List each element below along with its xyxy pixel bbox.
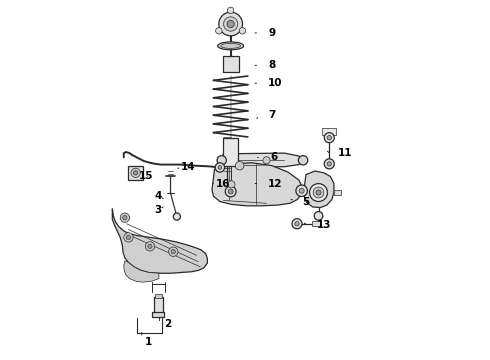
Bar (334, 190, 341, 195)
Circle shape (219, 12, 243, 36)
Polygon shape (220, 153, 303, 167)
Circle shape (292, 219, 302, 229)
Bar (155, 294, 162, 298)
Text: 8: 8 (269, 60, 275, 70)
Text: 4: 4 (155, 191, 162, 201)
Circle shape (227, 21, 234, 28)
Bar (128, 166, 143, 180)
Circle shape (316, 190, 321, 195)
Circle shape (227, 7, 234, 14)
Circle shape (173, 213, 180, 220)
Text: 5: 5 (302, 197, 310, 207)
Circle shape (169, 247, 178, 256)
Circle shape (228, 189, 233, 194)
Text: 15: 15 (139, 171, 154, 181)
Text: 6: 6 (270, 152, 277, 162)
Circle shape (296, 185, 307, 197)
Circle shape (124, 233, 133, 242)
Circle shape (131, 168, 140, 177)
Circle shape (146, 242, 155, 251)
Circle shape (324, 159, 334, 169)
Polygon shape (212, 163, 302, 206)
Bar (152, 312, 164, 317)
Circle shape (218, 166, 221, 169)
Circle shape (313, 187, 324, 198)
Circle shape (295, 222, 299, 226)
Ellipse shape (221, 43, 241, 48)
Bar (313, 221, 319, 226)
Circle shape (126, 235, 131, 239)
Circle shape (223, 17, 238, 31)
Polygon shape (112, 209, 207, 273)
Bar (223, 138, 238, 166)
Circle shape (215, 163, 224, 172)
Circle shape (225, 186, 236, 197)
Text: 10: 10 (269, 78, 283, 88)
Text: 16: 16 (216, 179, 231, 189)
Circle shape (310, 184, 327, 202)
Circle shape (327, 162, 331, 166)
Text: 7: 7 (269, 111, 276, 121)
Circle shape (133, 171, 138, 175)
Circle shape (298, 156, 308, 165)
Text: 3: 3 (155, 206, 162, 216)
Text: 14: 14 (180, 162, 195, 172)
Text: 13: 13 (317, 220, 331, 230)
Text: 11: 11 (338, 148, 353, 158)
Text: 2: 2 (164, 319, 171, 329)
Circle shape (235, 161, 244, 170)
Polygon shape (124, 261, 159, 282)
Circle shape (299, 188, 304, 193)
Circle shape (217, 156, 226, 165)
Circle shape (327, 135, 331, 140)
Circle shape (228, 181, 235, 188)
Bar (154, 297, 163, 314)
Polygon shape (304, 171, 334, 208)
Circle shape (120, 213, 129, 222)
Circle shape (148, 244, 152, 248)
Circle shape (324, 133, 334, 143)
Circle shape (122, 216, 127, 220)
Text: 9: 9 (269, 28, 275, 38)
Circle shape (171, 249, 175, 254)
Bar (322, 128, 337, 135)
Circle shape (216, 28, 222, 34)
Text: 1: 1 (145, 337, 152, 347)
Text: 12: 12 (269, 179, 283, 189)
Ellipse shape (218, 42, 244, 50)
Circle shape (314, 212, 323, 220)
Bar (223, 56, 239, 72)
Circle shape (239, 28, 245, 34)
Circle shape (263, 157, 270, 164)
